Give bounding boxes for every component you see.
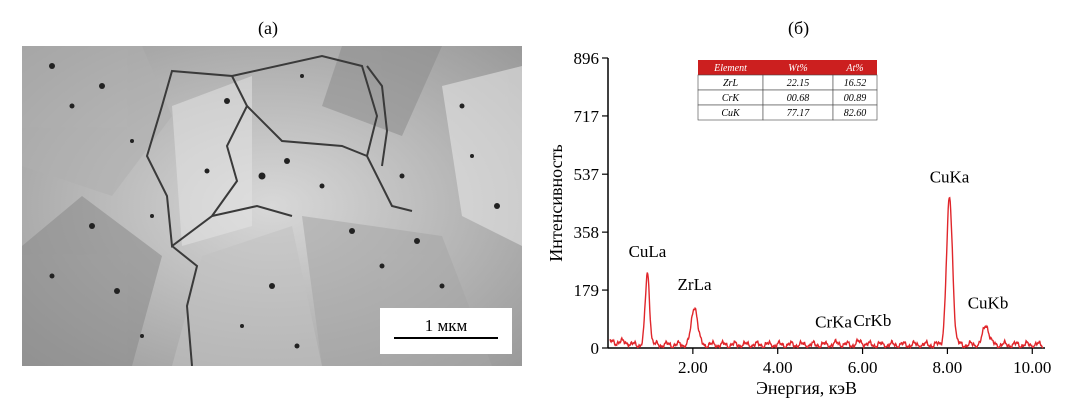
y-tick-label: 537 (574, 165, 600, 184)
y-tick-label: 0 (591, 339, 600, 358)
x-tick-label: 2.00 (678, 358, 708, 377)
panel-label-b: (б) (788, 18, 810, 38)
peak-label-cuka: CuKa (930, 167, 970, 186)
y-tick-label: 717 (574, 107, 600, 126)
spectrum-line (609, 196, 1044, 350)
table-cell: 00.68 (787, 93, 810, 104)
y-axis-title: Интенсивность (546, 144, 566, 261)
panel-label-a: (a) (258, 18, 278, 38)
scale-bar-label: 1 мкм (425, 316, 468, 335)
y-tick-label: 358 (574, 223, 600, 242)
table-cell: 00.89 (844, 93, 867, 104)
grain-boundaries (145, 54, 413, 366)
table-cell: CuK (721, 108, 741, 119)
table-cell: 82.60 (844, 108, 867, 119)
edx-spectrum-chart: 0 179 358 537 717 896 2.00 4.00 6.00 8.00 10.00 Cu… (546, 49, 1052, 398)
micrograph-image: 1 мкм (22, 46, 522, 366)
peak-label-cula: CuLa (629, 242, 667, 261)
x-tick-label: 10.00 (1013, 358, 1051, 377)
table-header-cell: At% (845, 63, 863, 74)
table-cell: 16.52 (844, 78, 867, 89)
table-cell-box (832, 104, 878, 121)
chart-ticks: 0 179 358 537 717 896 2.00 4.00 6.00 8.00 10.00 (574, 49, 1052, 377)
table-cell: 22.15 (787, 78, 810, 89)
table-header-bg (698, 60, 877, 75)
table-header-cell: Element (713, 63, 747, 74)
precipitate-dots (49, 63, 500, 349)
peak-label-crkb: CrKb (854, 311, 892, 330)
grain-shading (22, 46, 522, 366)
x-tick-label: 4.00 (763, 358, 793, 377)
peak-labels: CuLa ZrLa CrKa CrKb CuKa CuKb (629, 167, 1009, 331)
composition-table: Element Wt% At% ZrL 22.15 16.52 CrK 00.68 00.89 C… (697, 60, 878, 121)
chart-axes (607, 58, 1045, 349)
peak-label-crka: CrKa (815, 312, 852, 331)
peak-label-cukb: CuKb (968, 294, 1009, 313)
x-tick-label: 6.00 (848, 358, 878, 377)
peak-label-zrla: ZrLa (678, 275, 712, 294)
table-cell: CrK (722, 93, 741, 104)
table-cell: ZrL (723, 78, 738, 89)
x-axis-title: Энергия, кэВ (756, 378, 857, 398)
table-header-cell: Wt% (788, 63, 807, 74)
y-tick-label: 896 (574, 49, 600, 68)
y-tick-label: 179 (574, 281, 600, 300)
scale-bar-box: 1 мкм (380, 308, 512, 354)
x-tick-label: 8.00 (933, 358, 963, 377)
table-cell: 77.17 (787, 108, 811, 119)
